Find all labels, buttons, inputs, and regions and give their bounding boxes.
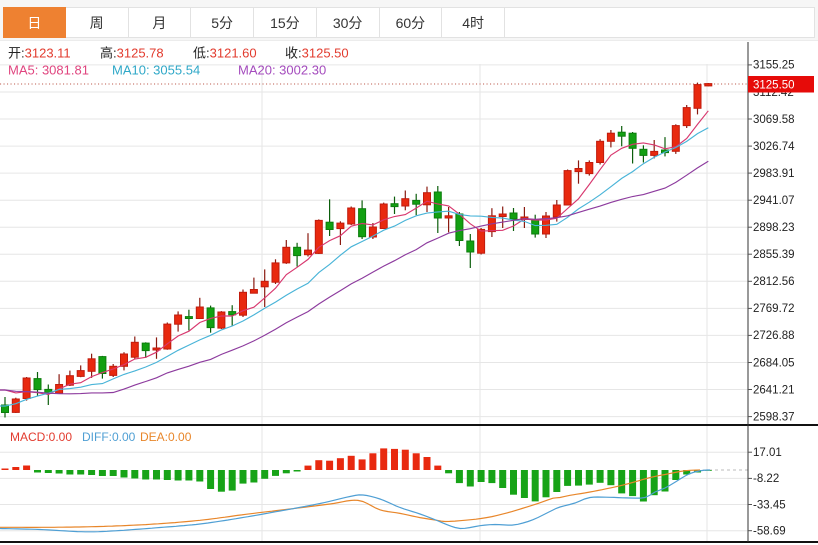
svg-text:2769.72: 2769.72 bbox=[753, 303, 795, 315]
svg-text:开:3123.11: 开:3123.11 bbox=[8, 46, 71, 61]
svg-text:2598.37: 2598.37 bbox=[753, 411, 795, 423]
svg-text:2983.91: 2983.91 bbox=[753, 168, 795, 180]
svg-text:2898.23: 2898.23 bbox=[753, 222, 795, 234]
svg-text:DEA:0.00: DEA:0.00 bbox=[140, 430, 192, 444]
svg-text:-33.45: -33.45 bbox=[753, 499, 786, 511]
svg-text:-58.69: -58.69 bbox=[753, 526, 786, 538]
svg-text:2684.05: 2684.05 bbox=[753, 357, 795, 369]
svg-text:MACD:0.00: MACD:0.00 bbox=[10, 430, 72, 444]
svg-text:2941.07: 2941.07 bbox=[753, 195, 795, 207]
svg-text:3069.58: 3069.58 bbox=[753, 114, 795, 126]
svg-text:2726.88: 2726.88 bbox=[753, 330, 795, 342]
svg-text:2855.39: 2855.39 bbox=[753, 249, 795, 261]
svg-text:3026.74: 3026.74 bbox=[753, 141, 795, 153]
svg-text:MA20: 3002.30: MA20: 3002.30 bbox=[238, 63, 326, 78]
svg-text:2812.56: 2812.56 bbox=[753, 276, 795, 288]
svg-text:3155.25: 3155.25 bbox=[753, 60, 795, 72]
svg-text:3125.50: 3125.50 bbox=[753, 80, 795, 92]
svg-text:-8.22: -8.22 bbox=[753, 473, 779, 485]
svg-text:高:3125.78: 高:3125.78 bbox=[100, 46, 164, 61]
svg-text:收:3125.50: 收:3125.50 bbox=[285, 46, 349, 61]
svg-text:MA10: 3055.54: MA10: 3055.54 bbox=[112, 63, 200, 78]
svg-text:17.01: 17.01 bbox=[753, 447, 782, 459]
svg-text:2641.21: 2641.21 bbox=[753, 384, 795, 396]
svg-text:低:3121.60: 低:3121.60 bbox=[193, 46, 257, 61]
svg-text:MA5: 3081.81: MA5: 3081.81 bbox=[8, 63, 89, 78]
svg-text:DIFF:0.00: DIFF:0.00 bbox=[82, 430, 136, 444]
